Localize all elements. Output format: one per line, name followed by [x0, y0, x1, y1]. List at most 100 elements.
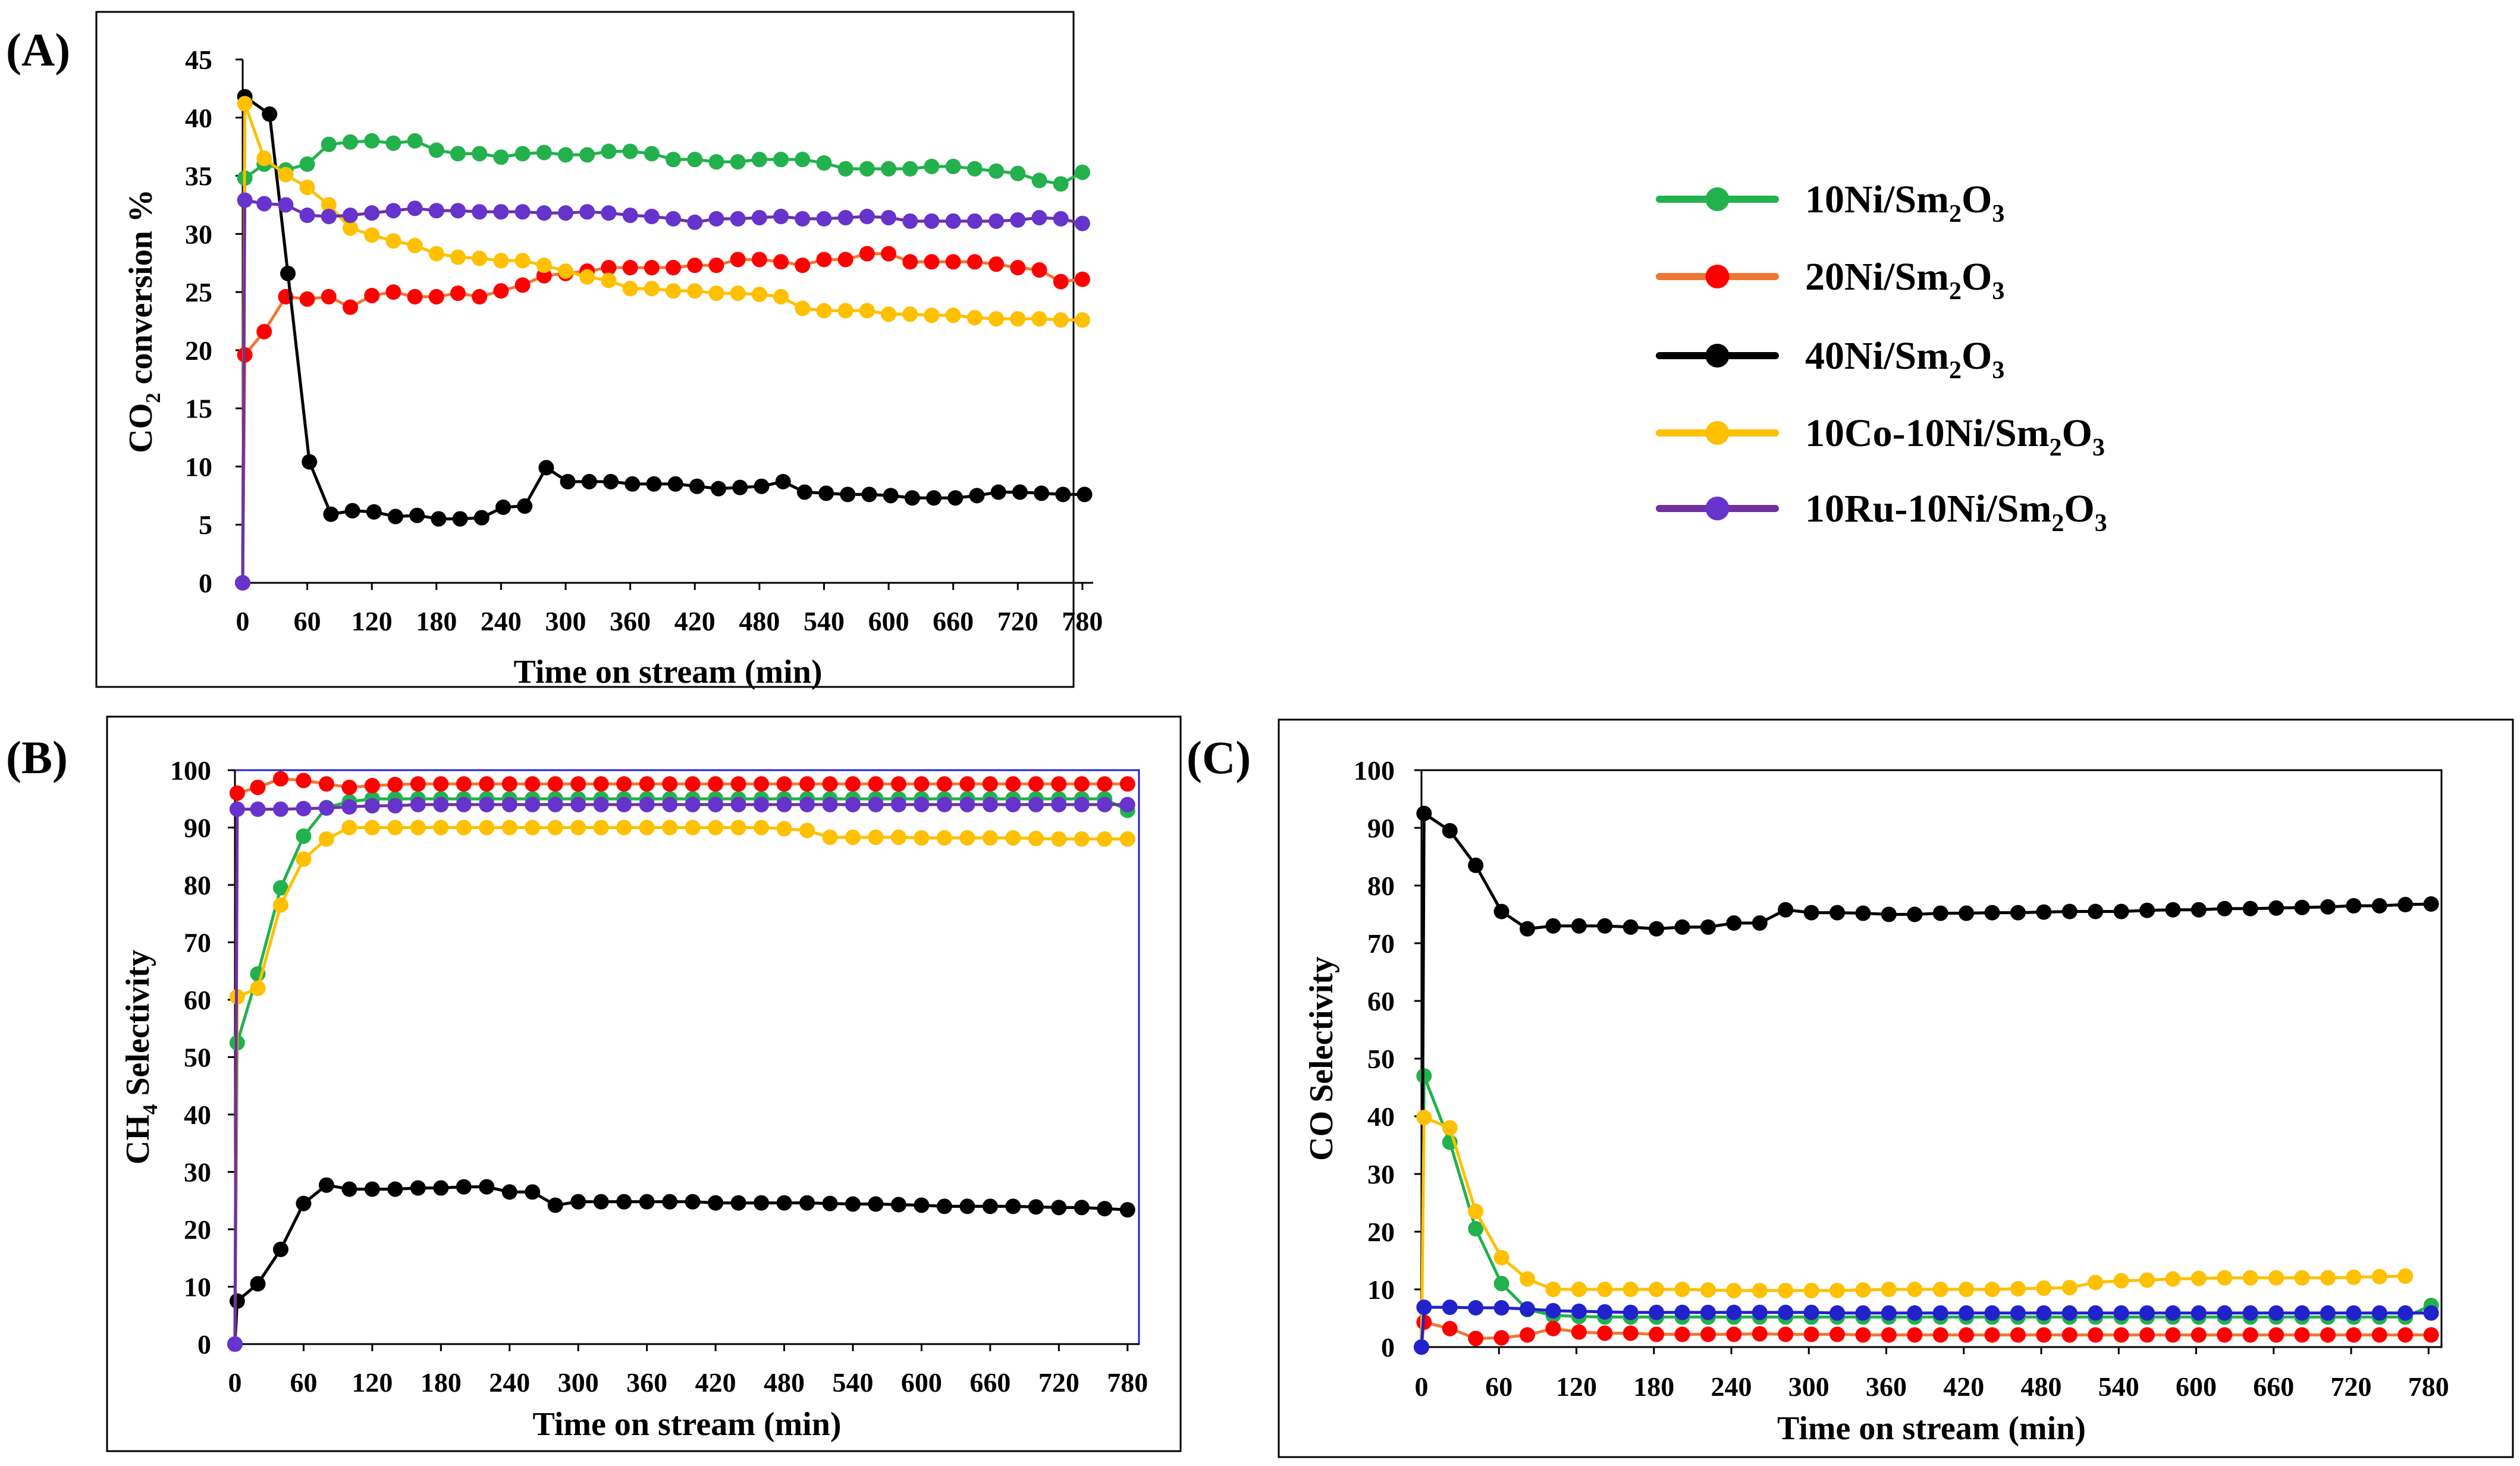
y-axis-title-main: CO: [123, 403, 159, 453]
data-point: [343, 134, 359, 150]
data-point: [558, 147, 574, 163]
legend-label-sub: 2: [1949, 278, 1962, 305]
series-20Ni: [227, 771, 1135, 1352]
data-point: [452, 511, 468, 527]
data-point: [272, 801, 288, 817]
data-point: [1907, 906, 1923, 922]
data-point: [1829, 1282, 1846, 1298]
data-point: [407, 200, 423, 216]
legend-label-base: 40Ni/Sm: [1805, 334, 1949, 378]
legend-label: 10Ni/Sm2O3: [1805, 178, 2004, 228]
data-point: [622, 143, 638, 159]
data-point: [666, 283, 682, 299]
data-point: [318, 800, 334, 816]
data-point: [456, 1179, 472, 1195]
data-point: [914, 1197, 930, 1213]
data-point: [2346, 1305, 2362, 1321]
data-point: [754, 1195, 770, 1211]
data-point: [272, 1241, 288, 1257]
data-point: [410, 1180, 426, 1196]
data-point: [902, 213, 918, 229]
data-point: [1881, 1305, 1897, 1321]
data-point: [433, 820, 449, 836]
data-point: [845, 1196, 861, 1212]
data-point: [1803, 1304, 1819, 1320]
x-tick-label: 780: [2408, 1371, 2449, 1402]
data-point: [616, 1194, 632, 1210]
data-point: [890, 829, 906, 845]
data-point: [1959, 1282, 1975, 1297]
data-point: [1778, 1304, 1794, 1320]
data-point: [525, 796, 541, 812]
data-point: [2088, 1327, 2104, 1343]
legend-marker: [1705, 265, 1730, 288]
data-point: [959, 776, 975, 792]
data-point: [687, 283, 703, 299]
data-point: [250, 1276, 266, 1292]
legend-label-mid: O: [1962, 334, 1992, 378]
data-point: [1571, 918, 1587, 934]
y-tick-label: 100: [1354, 755, 1395, 786]
data-point: [1468, 1330, 1484, 1346]
data-point: [601, 272, 617, 288]
data-point: [272, 771, 288, 787]
data-point: [1545, 1302, 1561, 1319]
data-point: [1053, 312, 1069, 328]
data-point: [547, 776, 563, 792]
legend-label: 40Ni/Sm2O3: [1805, 334, 2004, 384]
data-point: [881, 306, 897, 322]
data-point: [687, 258, 703, 274]
data-point: [685, 796, 701, 812]
data-point: [1005, 776, 1021, 792]
data-point: [593, 1194, 609, 1210]
data-point: [751, 209, 767, 225]
data-point: [1097, 1201, 1113, 1217]
data-point: [227, 1336, 243, 1352]
data-point: [410, 820, 426, 836]
data-point: [966, 254, 983, 270]
data-point: [1010, 311, 1026, 327]
data-point: [593, 820, 609, 836]
x-tick-label: 120: [352, 606, 393, 636]
data-point: [1881, 1327, 1897, 1343]
data-point: [662, 776, 678, 792]
data-point: [479, 820, 495, 836]
data-point: [1623, 919, 1639, 935]
data-point: [687, 152, 703, 168]
data-point: [2088, 903, 2104, 919]
data-point: [1442, 1299, 1458, 1316]
data-point: [1932, 905, 1948, 921]
data-point: [2217, 1270, 2233, 1286]
data-point: [428, 203, 444, 219]
data-point: [385, 233, 401, 249]
legend-label-base: 10Ni/Sm: [1805, 178, 1949, 221]
data-point: [1881, 1282, 1897, 1297]
y-tick-label: 40: [1367, 1101, 1395, 1132]
x-tick-label: 720: [1038, 1367, 1079, 1398]
data-point: [2010, 1305, 2026, 1321]
data-point: [1726, 915, 1742, 931]
data-point: [2397, 897, 2414, 913]
data-point: [883, 488, 899, 504]
data-point: [966, 161, 983, 177]
data-point: [262, 106, 278, 122]
data-point: [1571, 1324, 1587, 1340]
data-point: [1932, 1282, 1948, 1297]
data-point: [945, 213, 961, 229]
data-point: [845, 829, 861, 845]
data-point: [730, 796, 746, 812]
data-point: [601, 143, 617, 159]
y-tick-label: 90: [1367, 813, 1395, 843]
data-point: [570, 1194, 586, 1210]
series-10Ru-10Ni: [235, 192, 1090, 591]
x-tick-label: 540: [832, 1367, 873, 1398]
data-point: [385, 135, 401, 151]
data-point: [666, 260, 682, 276]
data-point: [754, 796, 770, 812]
data-point: [868, 1196, 884, 1212]
data-point: [646, 476, 662, 492]
data-point: [1803, 1282, 1819, 1298]
data-point: [456, 776, 472, 792]
x-tick-label: 660: [2253, 1371, 2294, 1402]
